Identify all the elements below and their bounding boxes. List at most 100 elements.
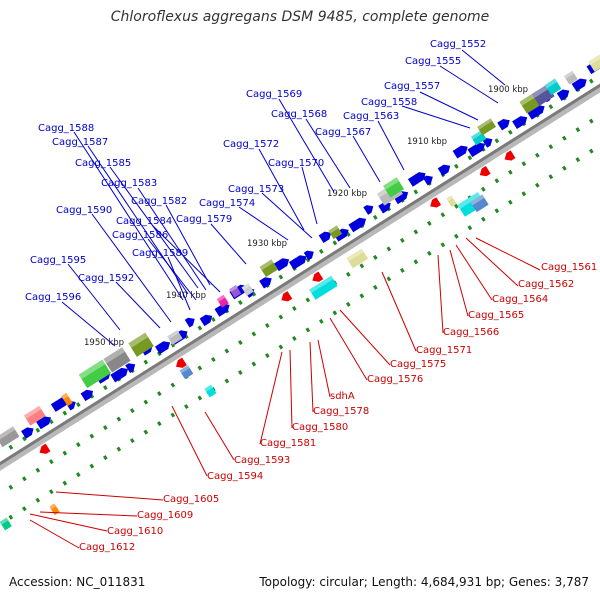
gc-dot xyxy=(103,385,108,391)
gc-dot xyxy=(102,455,108,461)
gc-dot xyxy=(22,506,27,512)
forward-gene-label: Cagg_1557 xyxy=(384,81,440,92)
reverse-gene-leader xyxy=(289,349,293,429)
scale-label: 1900 kbp xyxy=(488,85,528,95)
forward-gene-arrow xyxy=(199,314,213,327)
gene-block xyxy=(61,392,73,407)
gc-dot xyxy=(413,229,419,235)
gene-block-shine xyxy=(229,285,238,293)
forward-gene-arrow xyxy=(274,258,290,272)
forward-gene-leader xyxy=(419,91,479,121)
gene-block-shine xyxy=(346,248,364,262)
gc-dot xyxy=(494,178,500,184)
forward-gene-arrow xyxy=(50,397,69,412)
scale-label: 1920 kbp xyxy=(327,189,367,199)
gene-block-fill xyxy=(470,194,489,213)
gc-dot xyxy=(346,301,351,307)
forward-gene-arrow xyxy=(214,303,230,317)
reverse-gene-leader xyxy=(309,341,314,413)
gc-dot xyxy=(400,267,405,273)
gene-block-fill xyxy=(309,275,338,300)
gc-dot xyxy=(575,127,581,133)
gene-block xyxy=(477,118,497,136)
forward-gene-label: Cagg_1588 xyxy=(38,123,94,134)
forward-gene-leader xyxy=(115,281,161,329)
gc-dot xyxy=(170,342,176,348)
reverse-gene-arrow xyxy=(312,271,324,282)
gene-block-fill xyxy=(0,517,12,531)
forward-gene-label: Cagg_1570 xyxy=(268,158,324,169)
reverse-gene-label: Cagg_1566 xyxy=(443,327,499,338)
gc-dot xyxy=(332,310,338,316)
forward-gene-leader xyxy=(61,301,116,347)
gene-block-fill xyxy=(216,294,229,308)
reverse-gene-label: Cagg_1564 xyxy=(492,294,548,305)
gc-dot xyxy=(400,237,405,243)
gene-block-fill xyxy=(383,177,405,198)
gc-dot xyxy=(103,425,108,431)
gc-dot xyxy=(157,351,162,357)
forward-gene-leader xyxy=(301,166,318,225)
gene-block-fill xyxy=(78,359,111,389)
forward-gene-leader xyxy=(377,120,405,171)
reverse-gene-label: Cagg_1575 xyxy=(390,359,446,370)
forward-gene-label: Cagg_1569 xyxy=(246,89,302,100)
reverse-gene-leader xyxy=(204,411,235,461)
reverse-gene-label: Cagg_1609 xyxy=(137,510,193,521)
forward-gene-leader xyxy=(109,166,199,289)
forward-gene-leader xyxy=(401,105,471,129)
gc-dot xyxy=(237,370,243,375)
reverse-gene-arrow xyxy=(430,197,442,208)
reverse-gene-leader xyxy=(455,244,493,301)
gene-block-shine xyxy=(259,259,274,271)
gc-dot xyxy=(76,472,81,478)
forward-gene-leader xyxy=(151,224,221,293)
gc-dot xyxy=(413,259,419,265)
gc-dot xyxy=(62,480,68,486)
gc-dot xyxy=(170,412,176,418)
gene-block-fill xyxy=(477,118,497,136)
gene-block-shine xyxy=(309,275,334,293)
gc-dot xyxy=(278,274,284,280)
gc-dot xyxy=(440,242,446,248)
forward-gene-leader xyxy=(439,65,499,104)
genome-backbone xyxy=(0,83,600,471)
gc-dot xyxy=(291,335,297,341)
gene-block xyxy=(216,294,229,308)
gene-block-fill xyxy=(259,259,278,278)
forward-gene-arrow xyxy=(80,389,94,402)
reverse-gene-label: Cagg_1605 xyxy=(163,494,219,505)
forward-gene-label: Cagg_1592 xyxy=(78,273,134,284)
gc-dot xyxy=(372,214,378,220)
forward-gene-arrow xyxy=(288,255,307,270)
gene-block xyxy=(103,347,131,373)
reverse-gene-label: Cagg_1594 xyxy=(207,471,263,482)
forward-gene-arrow xyxy=(378,202,391,214)
scale-label: 1910 kbp xyxy=(407,137,447,147)
forward-gene-label: Cagg_1573 xyxy=(228,184,284,195)
gc-dot xyxy=(76,402,81,408)
forward-gene-label: Cagg_1586 xyxy=(112,230,168,241)
forward-gene-label: Cagg_1596 xyxy=(25,292,81,303)
gc-dot xyxy=(237,300,243,305)
forward-gene-label: Cagg_1552 xyxy=(430,39,486,50)
reverse-gene-leader xyxy=(39,511,138,517)
gc-dot xyxy=(89,463,95,469)
gc-dot xyxy=(507,129,513,135)
forward-gene-arrow xyxy=(422,175,433,186)
reverse-gene-arrow xyxy=(39,443,51,454)
forward-gene-label: Cagg_1589 xyxy=(132,248,188,259)
reverse-gene-leader xyxy=(475,237,541,271)
forward-gene-leader xyxy=(352,135,381,183)
gene-block xyxy=(78,359,111,389)
forward-gene-leader xyxy=(210,223,247,265)
gc-dot xyxy=(386,276,392,282)
gene-block xyxy=(309,275,338,300)
gc-dot xyxy=(481,216,486,222)
gc-dot xyxy=(143,359,149,365)
gc-dot xyxy=(62,450,68,456)
gene-block-shine xyxy=(470,130,483,140)
gene-block-fill xyxy=(563,70,578,85)
gene-block-shine xyxy=(204,384,213,392)
forward-gene-label: Cagg_1563 xyxy=(343,111,399,122)
